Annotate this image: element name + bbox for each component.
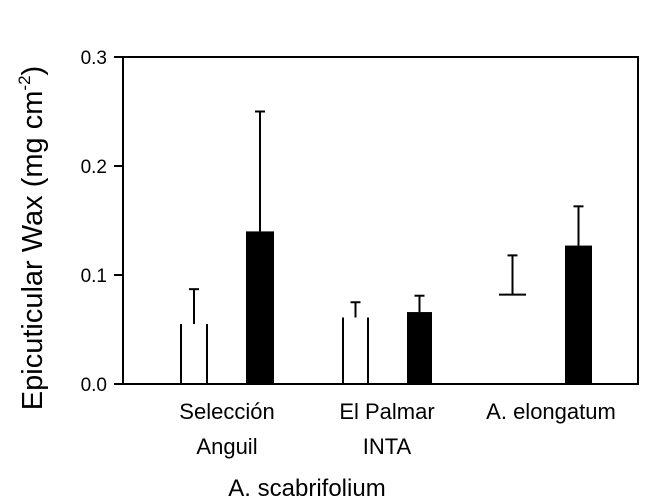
category-label: Selección [179,399,274,424]
bar [181,324,207,384]
category-label: El Palmar [339,399,434,424]
bar [246,231,274,384]
category-label-line2: INTA [363,434,412,459]
y-axis-label-superscript: -2 [15,75,34,90]
bar [565,245,592,384]
y-tick-label: 0.2 [81,157,107,178]
bar [343,318,368,384]
y-tick-label: 0.0 [81,375,107,396]
category-label: A. elongatum [486,399,616,424]
bar [407,312,432,384]
group-label: A. scabrifolium [228,475,385,502]
y-tick-label: 0.3 [81,48,107,69]
y-axis-label: Epicuticular Wax (mg cm-2) [15,66,49,410]
y-tick-label: 0.1 [81,266,107,287]
plot-frame [122,56,639,385]
plot-area: 0.0 0.1 0.2 0.3 Selección Anguil El Palmar INTA… [81,48,639,459]
category-label-line2: Anguil [196,434,257,459]
